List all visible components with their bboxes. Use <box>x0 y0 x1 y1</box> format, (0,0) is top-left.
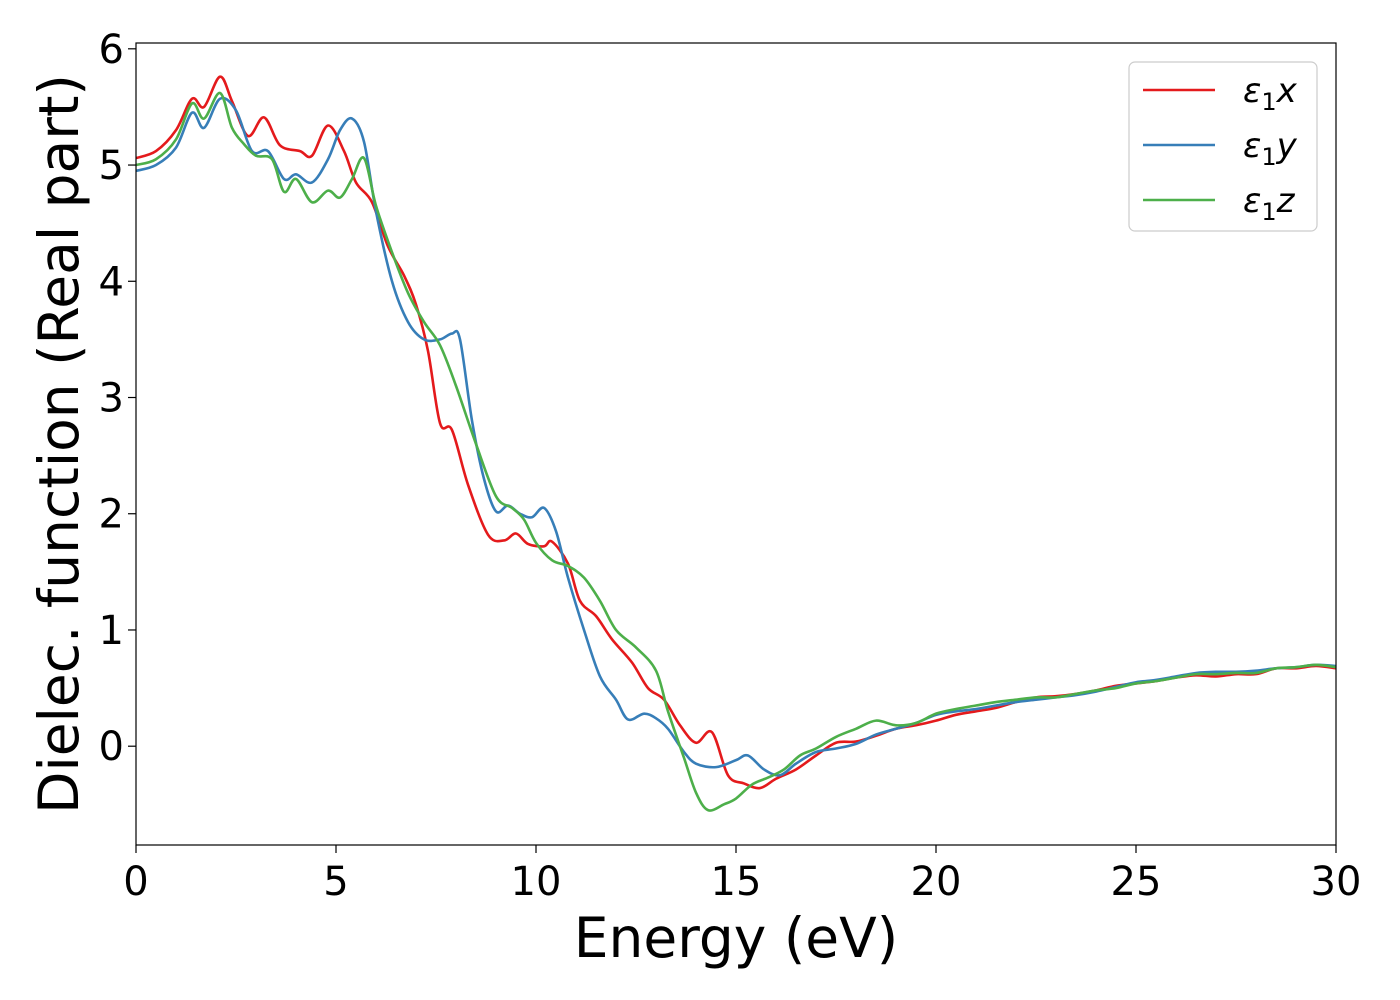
legend-subscript: 1 <box>1261 143 1276 171</box>
x-tick-label: 10 <box>511 859 562 905</box>
legend-variable: z <box>1276 181 1296 221</box>
x-axis: 0 5 10 15 20 25 30 <box>123 845 1361 905</box>
x-tick-label: 25 <box>1111 859 1162 905</box>
x-axis-title: Energy (eV) <box>574 906 898 970</box>
legend-variable: x <box>1276 71 1298 111</box>
y-tick-label: 6 <box>99 27 124 73</box>
x-tick-label: 30 <box>1311 859 1362 905</box>
legend-label-y: ε1y <box>1243 126 1298 171</box>
x-tick-label: 20 <box>911 859 962 905</box>
legend-label-x: ε1x <box>1243 71 1298 116</box>
y-tick-label: 0 <box>99 724 124 770</box>
y-tick-label: 2 <box>99 492 124 538</box>
y-tick-label: 1 <box>99 608 124 654</box>
legend-box <box>1128 61 1318 232</box>
legend-label-z: ε1z <box>1243 181 1296 226</box>
y-axis: 0 1 2 3 4 5 6 <box>99 27 136 770</box>
legend-subscript: 1 <box>1261 88 1276 116</box>
x-tick-label: 0 <box>123 859 148 905</box>
plot-area <box>135 75 1337 812</box>
y-tick-label: 3 <box>99 376 124 422</box>
legend-symbol: ε <box>1243 126 1261 166</box>
x-tick-label: 15 <box>711 859 762 905</box>
y-axis-title: Dielec. function (Real part) <box>27 74 91 814</box>
legend-subscript: 1 <box>1261 198 1276 226</box>
x-tick-label: 5 <box>323 859 348 905</box>
legend-symbol: ε <box>1243 71 1261 111</box>
series-line-z <box>135 91 1337 812</box>
legend-variable: y <box>1276 126 1298 166</box>
y-tick-label: 5 <box>99 143 124 189</box>
y-tick-label: 4 <box>99 259 124 305</box>
legend-symbol: ε <box>1243 181 1261 221</box>
